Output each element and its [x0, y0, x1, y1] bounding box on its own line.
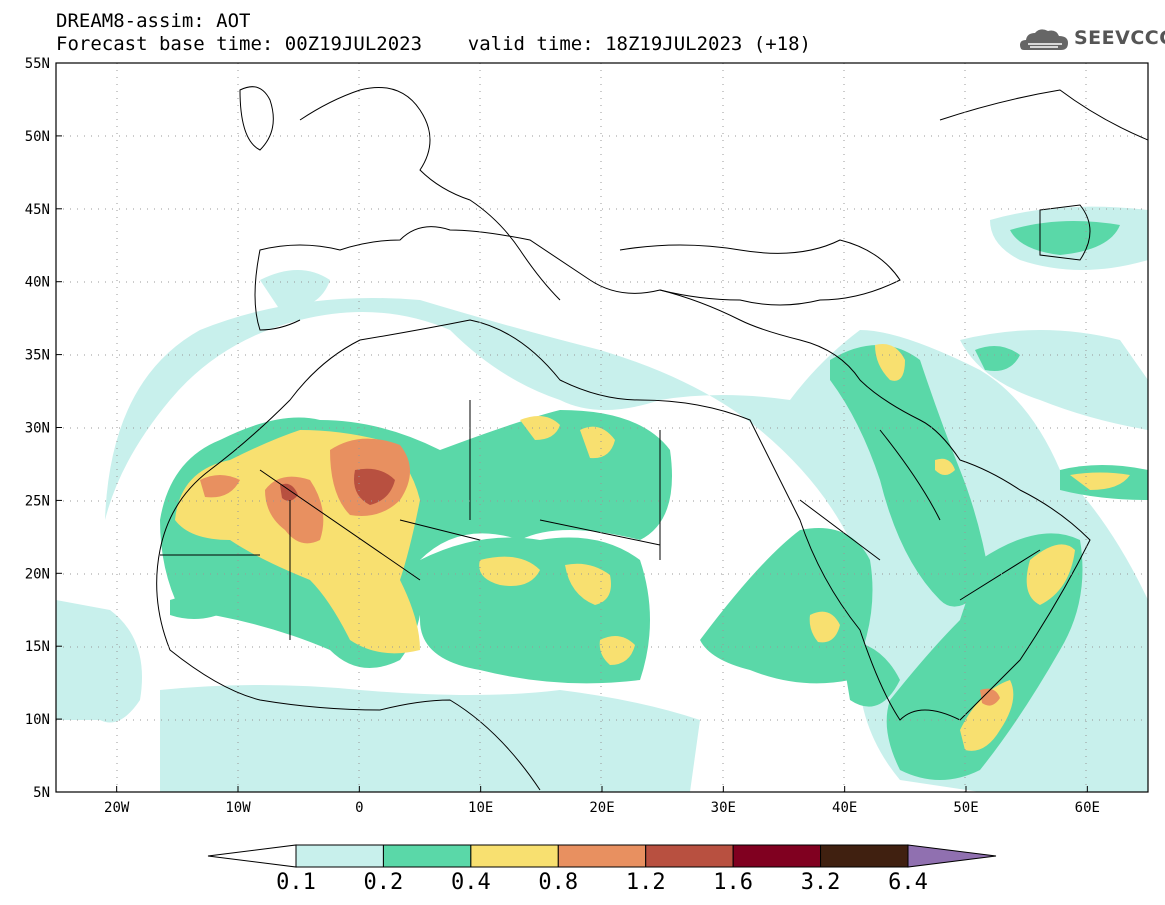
- colorbar-swatch: [820, 844, 909, 868]
- colorbar-label: 1.2: [625, 870, 666, 895]
- lon-label: 60E: [1075, 800, 1100, 816]
- lat-label: 55N: [25, 56, 50, 72]
- lat-label: 15N: [25, 639, 50, 655]
- map-title: DREAM8-assim: AOT: [56, 10, 251, 32]
- lon-label: 10W: [225, 800, 251, 816]
- lat-label: 40N: [25, 275, 50, 291]
- lat-label: 5N: [33, 785, 50, 801]
- lat-label: 45N: [25, 202, 50, 218]
- colorbar-swatch: [557, 844, 647, 868]
- lat-label: 35N: [25, 348, 50, 364]
- lat-label: 50N: [25, 129, 50, 145]
- colorbar-swatch: [295, 844, 384, 868]
- colorbar-swatch: [645, 844, 734, 868]
- lat-label: 30N: [25, 421, 50, 437]
- colorbar-label: 6.4: [888, 870, 928, 895]
- lon-label: 20E: [589, 800, 614, 816]
- lat-label: 25N: [25, 493, 50, 509]
- colorbar-label: 0.1: [276, 870, 316, 895]
- colorbar-label: 0.8: [538, 870, 579, 895]
- lon-label: 0: [355, 800, 363, 816]
- colorbar-label: 0.2: [363, 870, 404, 895]
- lon-label: 50E: [953, 800, 978, 816]
- cloud-icon: [1020, 29, 1068, 50]
- colorbar-label: 1.6: [713, 870, 754, 895]
- colorbar-swatch: [732, 844, 822, 868]
- lon-label: 20W: [104, 800, 130, 816]
- aot-level-0.8: [200, 438, 1000, 706]
- coastlines: [156, 86, 1148, 791]
- colorbar-swatch: [382, 844, 472, 868]
- lon-label: 40E: [832, 800, 857, 816]
- logo-text: SEEVCCC: [1074, 27, 1165, 49]
- lon-label: 30E: [711, 800, 736, 816]
- longitude-labels: 20W 10W 0 10E 20E 30E 40E 50E 60E: [104, 786, 1100, 816]
- colorbar-min-arrow: [207, 844, 297, 868]
- lon-label: 10E: [468, 800, 493, 816]
- graticule: [56, 63, 1148, 792]
- forecast-time-line: Forecast base time: 00Z19JUL2023 valid t…: [56, 33, 811, 55]
- colorbar-max-arrow: [907, 844, 997, 868]
- lat-label: 10N: [25, 712, 50, 728]
- colorbar-label: 3.2: [800, 870, 841, 895]
- aot-field: [56, 206, 1148, 792]
- colorbar: [207, 844, 997, 868]
- latitude-labels: 55N 50N 45N 40N 35N 30N 25N 20N 15N 10N 5N: [25, 56, 62, 801]
- aot-level-1.2: [280, 468, 395, 505]
- colorbar-label: 0.4: [450, 870, 491, 895]
- lat-label: 20N: [25, 566, 50, 582]
- colorbar-swatch: [470, 844, 559, 868]
